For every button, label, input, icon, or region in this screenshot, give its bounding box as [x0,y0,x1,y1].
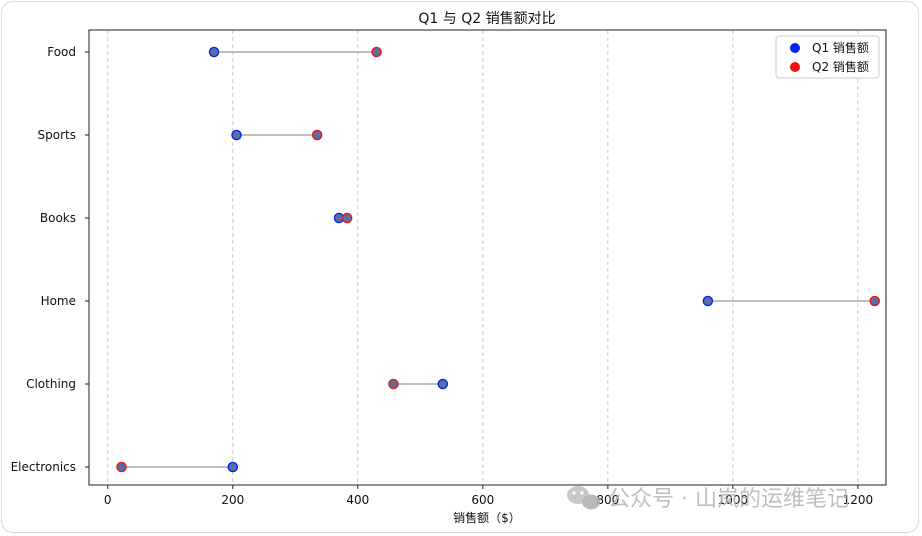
y-tick-label-sports: Sports [38,128,76,142]
legend-label-q1: Q1 销售额 [812,40,869,55]
x-axis-label: 销售额（$） [453,510,521,525]
x-tick-label: 0 [104,493,112,507]
chart-title: Q1 与 Q2 销售额对比 [418,11,555,27]
x-tick-label: 1000 [718,493,749,507]
data-points [116,46,880,473]
y-tick-label-books: Books [40,211,76,225]
q1-point-electronics [227,461,239,473]
watermark-text: 公众号 · 山岚的运维笔记 [608,487,849,512]
x-tick-label: 1200 [843,493,874,507]
q2-point-sports [311,129,323,141]
q2-point-books [341,212,353,224]
x-axis-ticks: 0 200 400 600 800 1000 1200 [104,485,873,507]
x-tick-label: 400 [346,493,369,507]
q1-point-home [702,295,714,307]
watermark: 公众号 · 山岚的运维笔记 [567,486,849,512]
wechat-icon [567,486,600,510]
legend-marker-q1 [790,43,800,53]
connectors [121,51,875,468]
legend-marker-q2 [790,62,800,72]
q2-point-home [869,295,880,307]
q1-point-clothing [437,378,449,390]
y-tick-label-home: Home [41,294,76,308]
q1-point-food [208,46,220,58]
q1-point-sports [231,129,242,141]
plot-area-border [88,29,887,486]
legend-box [775,35,880,79]
y-tick-label-food: Food [47,45,76,59]
y-axis-ticks: Food Sports Books Home Clothing Electronics [11,45,89,474]
legend-label-q2: Q2 销售额 [812,59,869,74]
legend: Q1 销售额 Q2 销售额 [775,35,880,79]
q2-point-food [371,46,382,58]
y-tick-label-clothing: Clothing [26,377,76,391]
y-tick-label-electronics: Electronics [11,460,76,474]
grid-lines [107,30,859,485]
x-tick-label: 200 [221,493,244,507]
x-tick-label: 600 [471,493,494,507]
q2-point-electronics [116,461,127,473]
q2-point-clothing [388,378,399,390]
x-tick-label: 800 [596,493,619,507]
